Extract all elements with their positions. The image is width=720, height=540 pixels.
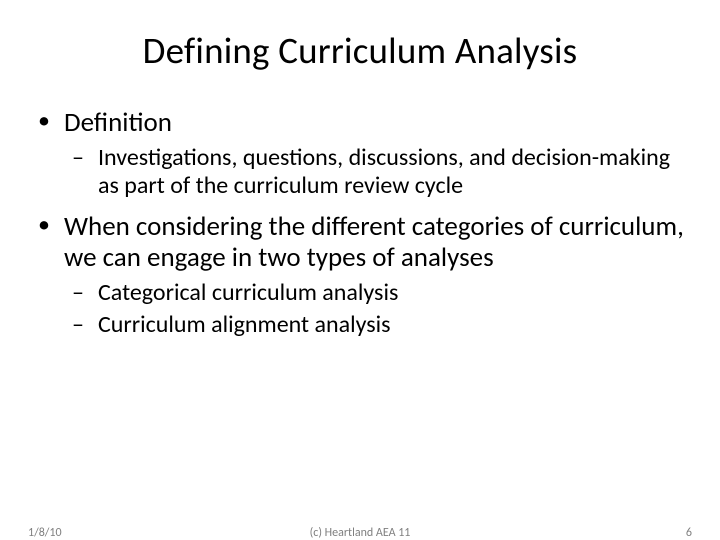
bullet-text: Definition	[64, 106, 172, 139]
bullet-level1: When considering the different categorie…	[36, 211, 684, 340]
subbullet-text: Curriculum alignment analysis	[98, 310, 391, 339]
slide: Defining Curriculum Analysis Definition …	[0, 0, 720, 540]
subbullet-text: Investigations, questions, discussions, …	[98, 143, 670, 200]
bullet-level1: Definition Investigations, questions, di…	[36, 107, 684, 201]
bullet-level2: Investigations, questions, discussions, …	[64, 144, 684, 201]
bullet-level2: Curriculum alignment analysis	[64, 311, 684, 339]
bullet-text: When considering the different categorie…	[64, 210, 684, 274]
subbullet-text: Categorical curriculum analysis	[98, 278, 398, 307]
slide-body: Definition Investigations, questions, di…	[36, 107, 684, 339]
slide-title: Defining Curriculum Analysis	[36, 28, 684, 73]
footer-copyright: (c) Heartland AEA 11	[0, 526, 720, 540]
footer-page-number: 6	[686, 526, 692, 540]
bullet-level2: Categorical curriculum analysis	[64, 279, 684, 307]
